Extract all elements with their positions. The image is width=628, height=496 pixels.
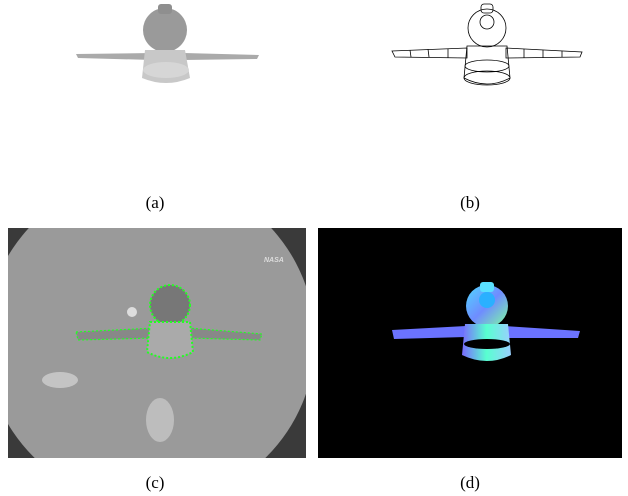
watermark: NASA [264, 257, 284, 264]
panel-c-image: NASA [8, 228, 306, 458]
panel-b-image [391, 3, 583, 86]
caption: (c) [146, 473, 165, 492]
caption: (a) [146, 193, 165, 212]
panel-a-image [76, 4, 259, 83]
panel-d-image [318, 228, 622, 458]
caption: (d) [460, 473, 480, 492]
caption: (b) [460, 193, 480, 212]
